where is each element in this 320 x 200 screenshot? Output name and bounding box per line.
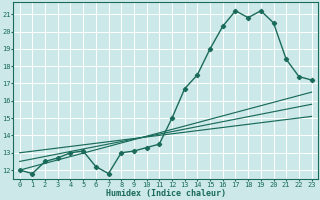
X-axis label: Humidex (Indice chaleur): Humidex (Indice chaleur) — [106, 189, 226, 198]
